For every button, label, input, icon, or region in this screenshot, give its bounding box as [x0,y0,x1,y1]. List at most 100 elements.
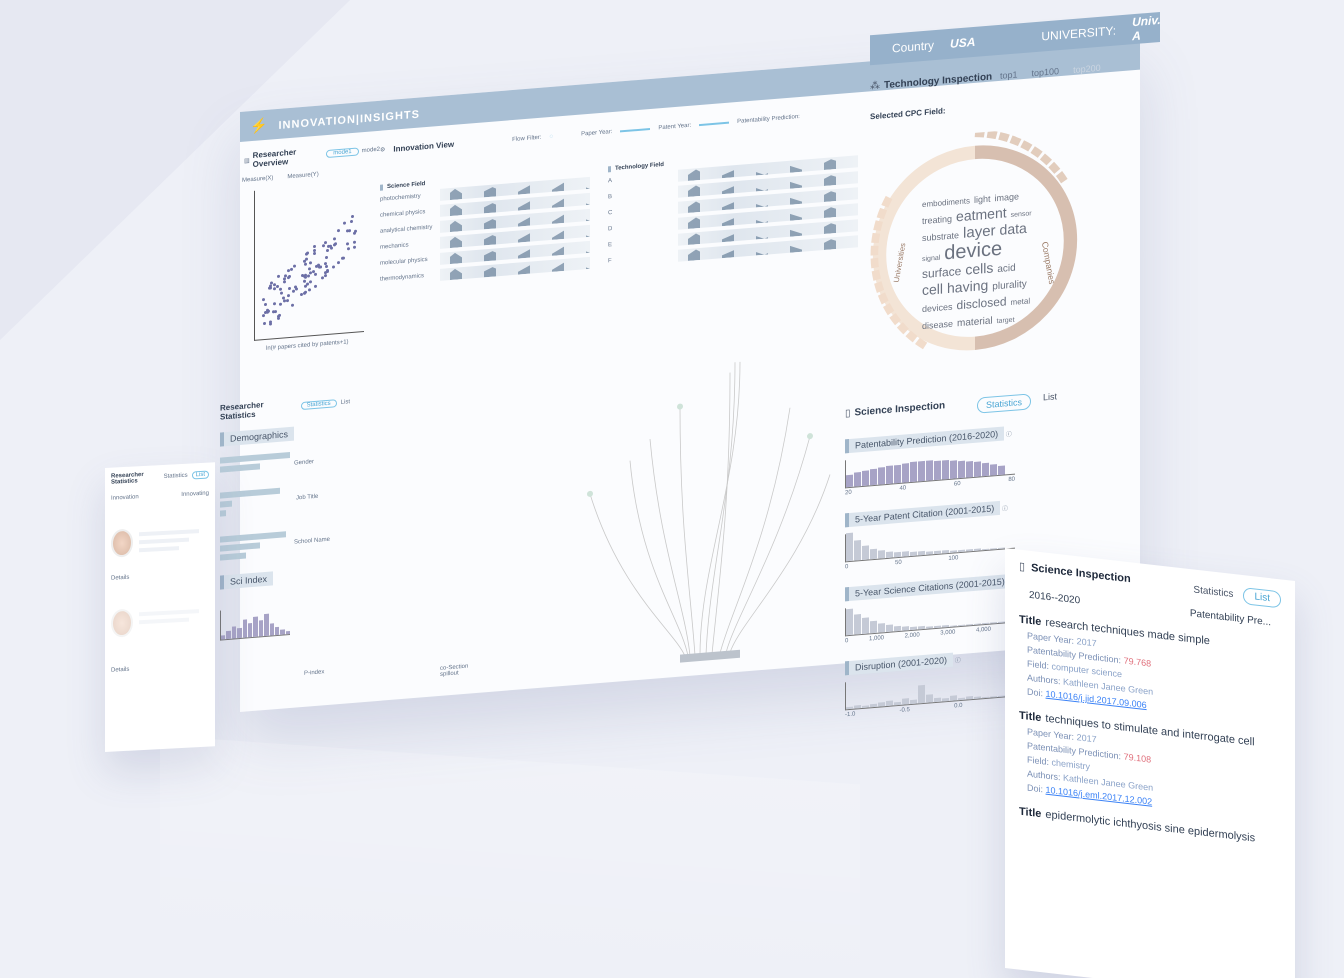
scatter-point[interactable] [287,287,291,291]
scatter-point[interactable] [286,299,290,303]
card-tab-statistics[interactable]: Statistics [163,472,188,480]
word-cloud-term[interactable]: metal [1010,296,1031,307]
scatter-point[interactable] [324,240,328,245]
scatter-point[interactable] [264,310,268,315]
tab-statistics[interactable]: Statistics [977,393,1032,414]
scatter-point[interactable] [349,220,353,224]
sort-by-select[interactable]: Patentability Pre... [1189,608,1271,629]
scatter-point[interactable] [340,256,344,260]
scatter-point[interactable] [336,228,340,233]
scatter-point[interactable] [286,276,290,280]
word-cloud-term[interactable]: light [974,193,991,205]
scatter-point[interactable] [286,293,290,297]
scatter-point[interactable] [313,272,317,276]
innovation-flow-diagram[interactable] [530,353,850,679]
scatter-point[interactable] [352,240,356,244]
scatter-point[interactable] [308,267,312,271]
scatter-point[interactable] [318,265,322,269]
paper-record[interactable]: Title techniques to stimulate and interro… [1019,710,1281,822]
scatter-point[interactable] [305,251,309,255]
scatter-point[interactable] [329,246,333,250]
tab-list[interactable]: List [340,399,350,406]
scatter-point[interactable] [336,261,340,265]
scatter-point[interactable] [351,214,355,218]
top1-option[interactable]: top1 [1000,69,1018,81]
scatter-point[interactable] [313,245,317,249]
scatter-point[interactable] [272,282,276,286]
scatter-point[interactable] [303,291,307,296]
paper-year-slider[interactable] [620,127,651,132]
scatter-point[interactable] [293,264,297,268]
word-cloud-term[interactable]: sensor [1010,210,1032,219]
details-button[interactable]: Details [111,666,130,674]
info-icon[interactable]: ⓘ [1000,506,1008,513]
country-value[interactable]: USA [950,34,976,51]
word-cloud-term[interactable]: target [996,316,1015,325]
patent-year-slider[interactable] [699,121,730,126]
scatter-point[interactable] [304,257,308,261]
measure-x-select[interactable]: Measure(X) [242,175,274,184]
cpc-ring-chart[interactable]: Companies Universities [870,124,1080,371]
scatter-point[interactable] [314,284,318,289]
researcher-scatter-plot[interactable] [254,182,364,341]
card-tab-list[interactable]: List [1243,587,1281,609]
word-cloud-term[interactable]: cell [922,280,944,299]
scatter-point[interactable] [347,247,351,251]
word-cloud-term[interactable]: plurality [992,278,1027,293]
scatter-point[interactable] [325,264,329,268]
scatter-point[interactable] [353,231,357,236]
info-icon[interactable]: ⓘ [1004,431,1012,439]
word-cloud-term[interactable]: disease [922,318,954,331]
word-cloud-term[interactable]: devices [922,301,953,315]
year-range-select[interactable]: 2016--2020 [1029,589,1081,607]
scatter-point[interactable] [303,279,307,283]
word-cloud-term[interactable]: disclosed [956,294,1007,313]
scatter-point[interactable] [291,304,295,308]
scatter-point[interactable] [332,243,336,247]
scatter-point[interactable] [324,256,328,260]
card-tab-list[interactable]: List [191,470,209,480]
measure-y-select[interactable]: Measure(Y) [287,171,319,181]
word-cloud-term[interactable]: treating [922,213,953,226]
list-item[interactable] [111,605,209,638]
card-tab-statistics[interactable]: Statistics [1193,584,1234,601]
scatter-point[interactable] [352,245,356,250]
flow-filter-toggle[interactable]: ◌ [549,133,554,140]
scatter-point[interactable] [332,265,336,269]
scatter-point[interactable] [283,280,287,284]
word-cloud-term[interactable]: data [999,219,1027,238]
column-innovation[interactable]: Innovation [111,494,139,502]
details-button[interactable]: Details [111,574,130,582]
scatter-point[interactable] [273,286,276,291]
scatter-point[interactable] [333,237,337,241]
mode2-toggle[interactable]: mode2 [361,146,380,155]
scatter-point[interactable] [308,288,312,292]
scatter-point[interactable] [261,297,265,301]
scatter-point[interactable] [272,301,276,306]
scatter-point[interactable] [304,263,308,267]
word-cloud-term[interactable]: material [957,315,993,330]
scatter-point[interactable] [263,302,267,306]
column-innovating[interactable]: Innovating [181,490,209,499]
mode1-toggle[interactable]: mode1 [326,147,359,159]
scatter-point[interactable] [320,276,324,280]
scatter-point[interactable] [290,267,294,271]
word-cloud-term[interactable]: cells [965,259,994,279]
university-value[interactable]: Univ. A [1132,12,1161,44]
word-cloud-term[interactable]: having [947,276,989,297]
word-cloud-term[interactable]: image [994,191,1020,204]
scatter-point[interactable] [321,244,325,248]
scatter-point[interactable] [346,241,350,246]
scatter-point[interactable] [326,248,330,252]
scatter-point[interactable] [306,274,310,278]
list-item[interactable] [111,525,209,558]
scatter-point[interactable] [294,285,298,289]
scatter-point[interactable] [312,252,316,256]
word-cloud-term[interactable]: acid [997,262,1016,276]
scatter-point[interactable] [306,282,310,286]
word-cloud-term[interactable]: signal [922,255,941,264]
scatter-point[interactable] [280,291,284,296]
scatter-point[interactable] [309,271,313,275]
scatter-point[interactable] [278,287,282,292]
scatter-point[interactable] [323,261,327,265]
